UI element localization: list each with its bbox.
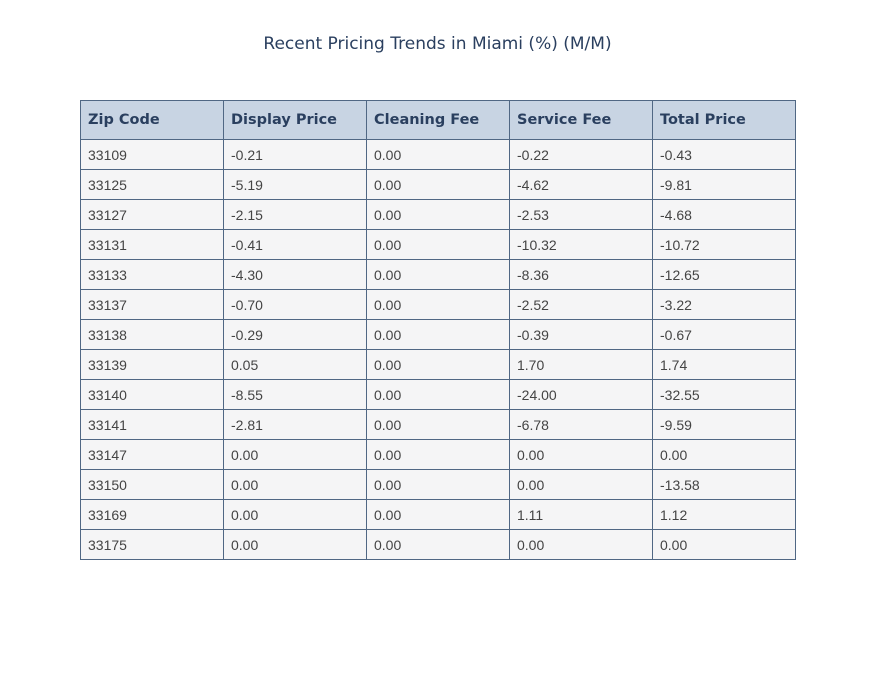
value-cell: -12.65	[652, 259, 796, 290]
zip-code-cell: 33141	[80, 409, 224, 440]
value-cell: -5.19	[223, 169, 367, 200]
table-row: 33133 -4.30 0.00 -8.36 -12.65	[80, 259, 796, 290]
value-cell: -0.43	[652, 139, 796, 170]
value-cell: 0.00	[366, 349, 510, 380]
zip-code-cell: 33175	[80, 529, 224, 560]
column-header-zip-code: Zip Code	[80, 100, 224, 140]
value-cell: -2.15	[223, 199, 367, 230]
value-cell: -0.70	[223, 289, 367, 320]
table-body: 33109 -0.21 0.00 -0.22 -0.43 33125 -5.19 0.00 -4…	[80, 139, 796, 560]
zip-code-cell: 33131	[80, 229, 224, 260]
value-cell: 0.00	[366, 289, 510, 320]
value-cell: 0.00	[366, 139, 510, 170]
value-cell: 1.11	[509, 499, 653, 530]
value-cell: -0.39	[509, 319, 653, 350]
zip-code-cell: 33169	[80, 499, 224, 530]
value-cell: 0.00	[509, 529, 653, 560]
value-cell: 0.00	[366, 379, 510, 410]
value-cell: -0.67	[652, 319, 796, 350]
value-cell: 0.00	[366, 409, 510, 440]
value-cell: -8.55	[223, 379, 367, 410]
value-cell: -6.78	[509, 409, 653, 440]
value-cell: -9.81	[652, 169, 796, 200]
value-cell: -24.00	[509, 379, 653, 410]
value-cell: -8.36	[509, 259, 653, 290]
value-cell: 0.00	[366, 499, 510, 530]
value-cell: 0.05	[223, 349, 367, 380]
value-cell: -0.29	[223, 319, 367, 350]
value-cell: -9.59	[652, 409, 796, 440]
value-cell: 0.00	[366, 199, 510, 230]
value-cell: 0.00	[223, 529, 367, 560]
value-cell: 1.74	[652, 349, 796, 380]
value-cell: 1.70	[509, 349, 653, 380]
column-header-cleaning-fee: Cleaning Fee	[366, 100, 510, 140]
table-row: 33137 -0.70 0.00 -2.52 -3.22	[80, 289, 796, 320]
table-row: 33138 -0.29 0.00 -0.39 -0.67	[80, 319, 796, 350]
zip-code-cell: 33109	[80, 139, 224, 170]
value-cell: -4.62	[509, 169, 653, 200]
zip-code-cell: 33139	[80, 349, 224, 380]
value-cell: 0.00	[366, 259, 510, 290]
zip-code-cell: 33138	[80, 319, 224, 350]
zip-code-cell: 33133	[80, 259, 224, 290]
pricing-trends-table: Zip Code Display Price Cleaning Fee Service…	[80, 100, 796, 560]
value-cell: 0.00	[366, 169, 510, 200]
table-header-row: Zip Code Display Price Cleaning Fee Service…	[80, 100, 796, 140]
value-cell: 0.00	[223, 439, 367, 470]
table-row: 33139 0.05 0.00 1.70 1.74	[80, 349, 796, 380]
table-row: 33175 0.00 0.00 0.00 0.00	[80, 529, 796, 560]
value-cell: -4.30	[223, 259, 367, 290]
value-cell: 0.00	[223, 469, 367, 500]
value-cell: 0.00	[652, 439, 796, 470]
table-row: 33127 -2.15 0.00 -2.53 -4.68	[80, 199, 796, 230]
column-header-total-price: Total Price	[652, 100, 796, 140]
value-cell: 0.00	[223, 499, 367, 530]
table-row: 33150 0.00 0.00 0.00 -13.58	[80, 469, 796, 500]
value-cell: -0.22	[509, 139, 653, 170]
column-header-service-fee: Service Fee	[509, 100, 653, 140]
table-row: 33125 -5.19 0.00 -4.62 -9.81	[80, 169, 796, 200]
table-row: 33169 0.00 0.00 1.11 1.12	[80, 499, 796, 530]
value-cell: 1.12	[652, 499, 796, 530]
value-cell: -10.32	[509, 229, 653, 260]
zip-code-cell: 33127	[80, 199, 224, 230]
value-cell: -10.72	[652, 229, 796, 260]
value-cell: -13.58	[652, 469, 796, 500]
table-row: 33109 -0.21 0.00 -0.22 -0.43	[80, 139, 796, 170]
table-row: 33131 -0.41 0.00 -10.32 -10.72	[80, 229, 796, 260]
value-cell: -2.53	[509, 199, 653, 230]
value-cell: -2.52	[509, 289, 653, 320]
zip-code-cell: 33147	[80, 439, 224, 470]
value-cell: -0.41	[223, 229, 367, 260]
chart-title: Recent Pricing Trends in Miami (%) (M/M)	[263, 34, 612, 54]
zip-code-cell: 33125	[80, 169, 224, 200]
value-cell: 0.00	[366, 469, 510, 500]
value-cell: 0.00	[366, 319, 510, 350]
value-cell: -32.55	[652, 379, 796, 410]
zip-code-cell: 33137	[80, 289, 224, 320]
value-cell: -3.22	[652, 289, 796, 320]
value-cell: 0.00	[652, 529, 796, 560]
value-cell: -2.81	[223, 409, 367, 440]
table-row: 33147 0.00 0.00 0.00 0.00	[80, 439, 796, 470]
value-cell: 0.00	[366, 439, 510, 470]
zip-code-cell: 33140	[80, 379, 224, 410]
value-cell: 0.00	[509, 439, 653, 470]
column-header-display-price: Display Price	[223, 100, 367, 140]
value-cell: 0.00	[509, 469, 653, 500]
table-row: 33140 -8.55 0.00 -24.00 -32.55	[80, 379, 796, 410]
value-cell: 0.00	[366, 529, 510, 560]
value-cell: -0.21	[223, 139, 367, 170]
zip-code-cell: 33150	[80, 469, 224, 500]
value-cell: 0.00	[366, 229, 510, 260]
value-cell: -4.68	[652, 199, 796, 230]
table-row: 33141 -2.81 0.00 -6.78 -9.59	[80, 409, 796, 440]
